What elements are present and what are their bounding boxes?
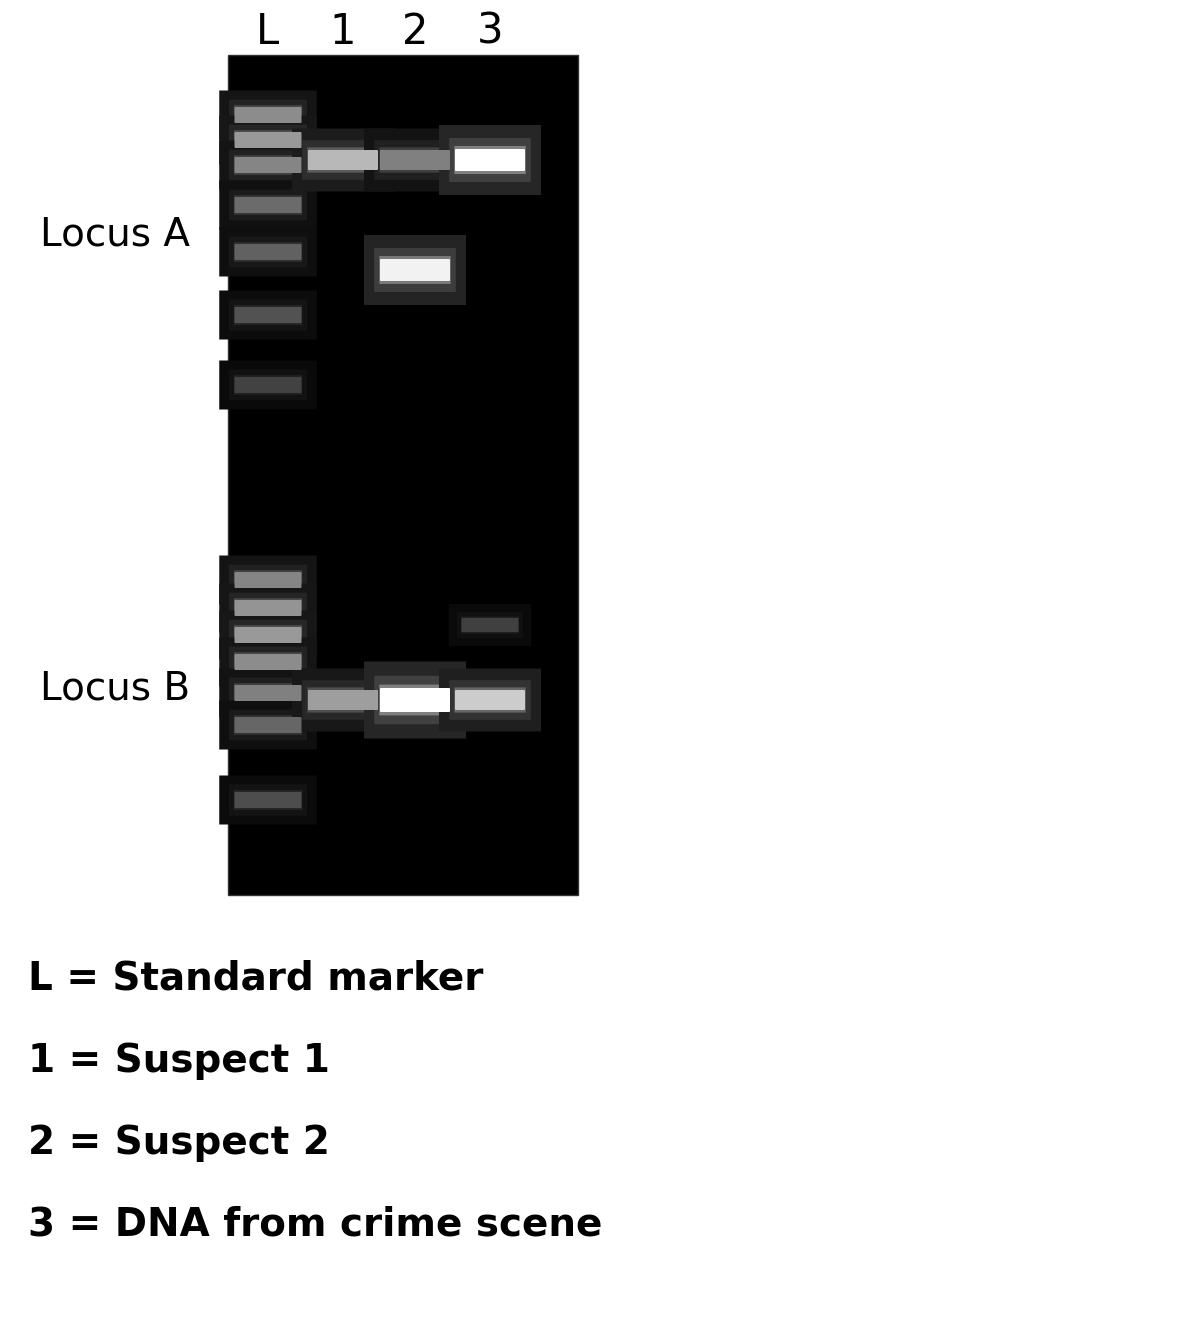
FancyBboxPatch shape <box>449 604 531 646</box>
Text: 1: 1 <box>330 11 356 53</box>
FancyBboxPatch shape <box>364 661 466 739</box>
FancyBboxPatch shape <box>457 612 523 638</box>
FancyBboxPatch shape <box>461 617 519 633</box>
FancyBboxPatch shape <box>229 100 307 130</box>
Text: L: L <box>257 11 279 53</box>
FancyBboxPatch shape <box>380 147 450 173</box>
FancyBboxPatch shape <box>229 620 307 650</box>
FancyBboxPatch shape <box>307 147 378 173</box>
FancyBboxPatch shape <box>454 146 525 174</box>
FancyBboxPatch shape <box>374 675 456 725</box>
FancyBboxPatch shape <box>234 571 302 589</box>
FancyBboxPatch shape <box>293 129 394 191</box>
FancyBboxPatch shape <box>380 685 450 715</box>
FancyBboxPatch shape <box>234 244 302 260</box>
FancyBboxPatch shape <box>302 141 383 179</box>
Bar <box>228 54 578 894</box>
FancyBboxPatch shape <box>234 157 302 173</box>
FancyBboxPatch shape <box>308 150 378 170</box>
Text: 3: 3 <box>476 11 504 53</box>
FancyBboxPatch shape <box>229 150 307 180</box>
FancyBboxPatch shape <box>229 370 307 401</box>
FancyBboxPatch shape <box>234 307 302 322</box>
FancyBboxPatch shape <box>234 790 302 809</box>
FancyBboxPatch shape <box>234 155 302 175</box>
FancyBboxPatch shape <box>449 681 531 719</box>
FancyBboxPatch shape <box>364 129 466 191</box>
FancyBboxPatch shape <box>220 637 316 686</box>
Text: L = Standard marker: L = Standard marker <box>27 959 484 998</box>
FancyBboxPatch shape <box>234 715 302 735</box>
FancyBboxPatch shape <box>229 564 307 596</box>
FancyBboxPatch shape <box>462 618 518 632</box>
FancyBboxPatch shape <box>229 125 307 155</box>
FancyBboxPatch shape <box>234 652 302 671</box>
FancyBboxPatch shape <box>229 236 307 268</box>
FancyBboxPatch shape <box>234 130 302 150</box>
FancyBboxPatch shape <box>234 195 302 215</box>
FancyBboxPatch shape <box>454 687 525 713</box>
FancyBboxPatch shape <box>220 584 316 633</box>
FancyBboxPatch shape <box>234 685 302 701</box>
FancyBboxPatch shape <box>302 681 383 719</box>
FancyBboxPatch shape <box>364 235 466 305</box>
Text: 2: 2 <box>402 11 429 53</box>
FancyBboxPatch shape <box>234 792 302 808</box>
Text: 2 = Suspect 2: 2 = Suspect 2 <box>27 1124 330 1162</box>
FancyBboxPatch shape <box>229 593 307 624</box>
FancyBboxPatch shape <box>374 141 456 179</box>
FancyBboxPatch shape <box>234 717 302 733</box>
FancyBboxPatch shape <box>308 690 378 710</box>
Text: Locus A: Locus A <box>41 216 190 253</box>
FancyBboxPatch shape <box>220 556 316 605</box>
FancyBboxPatch shape <box>234 572 302 588</box>
FancyBboxPatch shape <box>380 256 450 284</box>
Text: 3 = DNA from crime scene: 3 = DNA from crime scene <box>27 1206 603 1243</box>
FancyBboxPatch shape <box>220 361 316 410</box>
Text: 1 = Suspect 1: 1 = Suspect 1 <box>27 1042 330 1080</box>
FancyBboxPatch shape <box>229 300 307 330</box>
FancyBboxPatch shape <box>220 141 316 190</box>
FancyBboxPatch shape <box>234 243 302 261</box>
FancyBboxPatch shape <box>439 669 541 731</box>
FancyBboxPatch shape <box>220 291 316 340</box>
FancyBboxPatch shape <box>229 190 307 220</box>
FancyBboxPatch shape <box>455 149 525 171</box>
FancyBboxPatch shape <box>234 683 302 703</box>
FancyBboxPatch shape <box>380 150 450 170</box>
FancyBboxPatch shape <box>220 90 316 139</box>
FancyBboxPatch shape <box>234 377 302 393</box>
FancyBboxPatch shape <box>229 784 307 815</box>
FancyBboxPatch shape <box>220 669 316 718</box>
FancyBboxPatch shape <box>380 259 450 281</box>
FancyBboxPatch shape <box>234 131 302 149</box>
FancyBboxPatch shape <box>439 125 541 195</box>
FancyBboxPatch shape <box>234 196 302 214</box>
FancyBboxPatch shape <box>234 654 302 670</box>
FancyBboxPatch shape <box>220 180 316 230</box>
FancyBboxPatch shape <box>220 610 316 660</box>
FancyBboxPatch shape <box>220 701 316 750</box>
FancyBboxPatch shape <box>229 710 307 740</box>
FancyBboxPatch shape <box>455 690 525 710</box>
FancyBboxPatch shape <box>229 678 307 709</box>
Text: Locus B: Locus B <box>41 669 190 707</box>
FancyBboxPatch shape <box>293 669 394 731</box>
FancyBboxPatch shape <box>234 625 302 645</box>
FancyBboxPatch shape <box>220 227 316 276</box>
FancyBboxPatch shape <box>234 598 302 618</box>
FancyBboxPatch shape <box>220 115 316 165</box>
FancyBboxPatch shape <box>307 687 378 713</box>
FancyBboxPatch shape <box>234 600 302 616</box>
FancyBboxPatch shape <box>220 775 316 824</box>
FancyBboxPatch shape <box>234 105 302 125</box>
FancyBboxPatch shape <box>234 305 302 325</box>
FancyBboxPatch shape <box>234 626 302 644</box>
FancyBboxPatch shape <box>234 376 302 395</box>
FancyBboxPatch shape <box>380 687 450 713</box>
FancyBboxPatch shape <box>449 138 531 182</box>
FancyBboxPatch shape <box>374 248 456 292</box>
FancyBboxPatch shape <box>229 646 307 677</box>
FancyBboxPatch shape <box>234 107 302 123</box>
